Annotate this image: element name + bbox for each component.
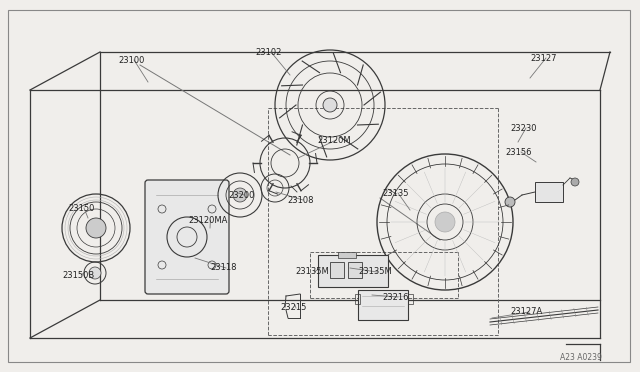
Text: 23127: 23127: [530, 54, 557, 62]
Circle shape: [323, 98, 337, 112]
Bar: [358, 290, 408, 320]
FancyBboxPatch shape: [145, 180, 229, 294]
Text: 23216: 23216: [382, 292, 408, 301]
Text: 23150B: 23150B: [62, 270, 94, 279]
Bar: [338, 252, 356, 258]
Bar: [318, 255, 388, 287]
Circle shape: [86, 218, 106, 238]
Text: 23135: 23135: [382, 189, 408, 198]
Text: 23100: 23100: [118, 55, 145, 64]
Text: 23120MA: 23120MA: [188, 215, 227, 224]
Bar: [355, 294, 360, 304]
Text: 23108: 23108: [287, 196, 314, 205]
Text: 23118: 23118: [210, 263, 237, 273]
Circle shape: [571, 178, 579, 186]
Bar: [408, 294, 413, 304]
Circle shape: [435, 212, 455, 232]
Text: 23102: 23102: [255, 48, 282, 57]
Text: 23200: 23200: [228, 190, 254, 199]
Text: 23135M: 23135M: [295, 267, 329, 276]
Text: 23156: 23156: [505, 148, 531, 157]
Text: 23135M: 23135M: [358, 267, 392, 276]
Circle shape: [89, 267, 101, 279]
Text: A23 A0239: A23 A0239: [560, 353, 602, 362]
Circle shape: [233, 188, 247, 202]
Text: 23120M: 23120M: [317, 135, 351, 144]
Bar: [330, 262, 344, 278]
Bar: [535, 182, 563, 202]
Text: 23127A: 23127A: [510, 308, 542, 317]
Text: 23215: 23215: [280, 304, 307, 312]
Ellipse shape: [487, 317, 499, 324]
Circle shape: [505, 197, 515, 207]
Text: 23230: 23230: [510, 124, 536, 132]
Text: 23150: 23150: [68, 203, 94, 212]
Bar: [348, 262, 362, 278]
